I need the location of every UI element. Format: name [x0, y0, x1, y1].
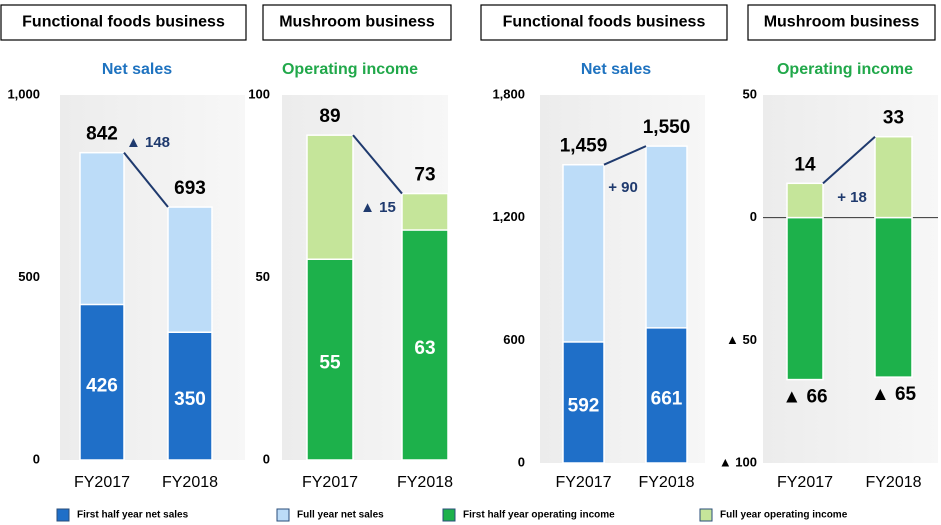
header: Mushroom business — [279, 14, 435, 31]
value-label: 1,459 — [560, 136, 608, 157]
y-tick-label: 1,800 — [492, 86, 525, 101]
legend-label: Full year operating income — [720, 510, 848, 521]
legend-label: Full year net sales — [297, 510, 384, 521]
x-tick-label: FY2017 — [777, 474, 833, 491]
connector — [822, 135, 876, 185]
value-label: 693 — [174, 178, 206, 199]
bar — [401, 229, 449, 461]
legend-swatch — [276, 508, 290, 522]
y-tick-label: 50 — [743, 86, 757, 101]
x-tick-label: FY2018 — [397, 474, 453, 491]
header-box — [262, 4, 452, 41]
legend-swatch — [56, 508, 70, 522]
x-tick-label: FY2017 — [74, 474, 130, 491]
bar — [874, 135, 913, 219]
header-box — [747, 4, 936, 41]
y-tick-label: 600 — [503, 332, 525, 347]
chart-title: Net sales — [102, 61, 172, 78]
x-tick-label: FY2018 — [162, 474, 218, 491]
legend-swatch — [699, 508, 713, 522]
x-tick-label: FY2017 — [555, 474, 611, 491]
y-tick-label: 500 — [18, 269, 40, 284]
y-tick-label: 50 — [256, 269, 270, 284]
chart-title: Operating income — [282, 61, 418, 78]
connector — [123, 152, 169, 208]
y-tick-label: 1,200 — [492, 209, 525, 224]
value-label: 33 — [883, 108, 904, 129]
y-tick-label: 1,000 — [7, 86, 40, 101]
legend-label: First half year operating income — [463, 510, 615, 521]
chart-title: Operating income — [777, 61, 913, 78]
connector — [352, 134, 403, 195]
y-tick-label: ▲ 50 — [726, 332, 757, 347]
header: Mushroom business — [764, 14, 920, 31]
value-label: 89 — [319, 106, 340, 127]
x-tick-label: FY2017 — [302, 474, 358, 491]
annotation: + 18 — [837, 189, 867, 206]
annotation: ▲ 148 — [126, 134, 170, 151]
value-label: ▲ 65 — [871, 384, 917, 405]
y-tick-label: 0 — [263, 451, 270, 466]
bar — [306, 258, 354, 461]
value-label: ▲ 66 — [782, 387, 827, 408]
y-tick-label: 0 — [750, 209, 757, 224]
header: Functional foods business — [503, 14, 706, 31]
value-label: 426 — [86, 375, 118, 396]
bar — [79, 303, 125, 461]
value-label: 63 — [414, 338, 435, 359]
legend: First half year net sales Full year net s… — [56, 508, 848, 522]
bar — [167, 331, 213, 461]
value-label: 14 — [794, 154, 816, 175]
value-label: 842 — [86, 124, 118, 145]
bar — [562, 341, 605, 464]
bar — [645, 327, 688, 464]
value-label: 661 — [651, 388, 683, 409]
chart-title: Net sales — [581, 61, 651, 78]
bar — [786, 216, 824, 381]
y-tick-label: 100 — [248, 86, 270, 101]
value-label: 1,550 — [643, 117, 691, 138]
legend-swatch — [442, 508, 456, 522]
value-label: 55 — [319, 353, 341, 374]
x-tick-label: FY2018 — [865, 474, 921, 491]
connector — [603, 145, 647, 166]
value-label: 592 — [568, 396, 600, 417]
x-tick-label: FY2018 — [638, 474, 694, 491]
header: Functional foods business — [22, 14, 225, 31]
header-box — [0, 4, 247, 41]
bar — [874, 216, 913, 378]
y-tick-label: 0 — [33, 451, 40, 466]
legend-label: First half year net sales — [77, 510, 189, 521]
value-label: 350 — [174, 389, 206, 410]
value-label: 73 — [414, 165, 435, 186]
annotation: + 90 — [608, 179, 638, 196]
y-tick-label: 0 — [518, 454, 525, 469]
bar — [786, 182, 824, 219]
y-tick-label: ▲ 100 — [719, 454, 757, 469]
header-box — [480, 4, 728, 41]
annotation: ▲ 15 — [360, 199, 396, 216]
